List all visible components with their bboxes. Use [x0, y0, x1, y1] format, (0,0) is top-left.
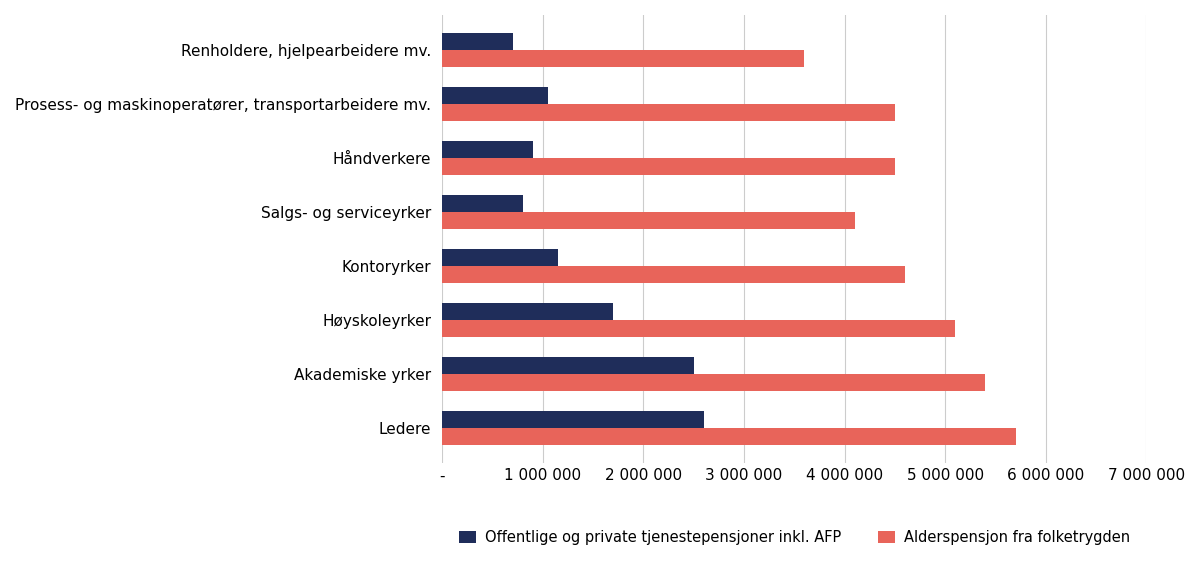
Bar — [442, 195, 523, 212]
Bar — [442, 374, 985, 391]
Bar — [442, 266, 905, 283]
Bar — [442, 50, 804, 67]
Bar — [442, 356, 694, 374]
Bar — [442, 303, 613, 320]
Bar — [442, 141, 533, 158]
Bar — [442, 428, 1015, 445]
Bar — [442, 87, 547, 104]
Bar — [442, 212, 854, 229]
Bar — [442, 411, 703, 428]
Bar — [442, 158, 895, 175]
Bar — [442, 249, 558, 266]
Legend: Offentlige og private tjenestepensjoner inkl. AFP, Alderspensjon fra folketrygde: Offentlige og private tjenestepensjoner … — [452, 524, 1135, 550]
Bar — [442, 33, 512, 50]
Bar — [442, 104, 895, 121]
Bar — [442, 320, 955, 337]
